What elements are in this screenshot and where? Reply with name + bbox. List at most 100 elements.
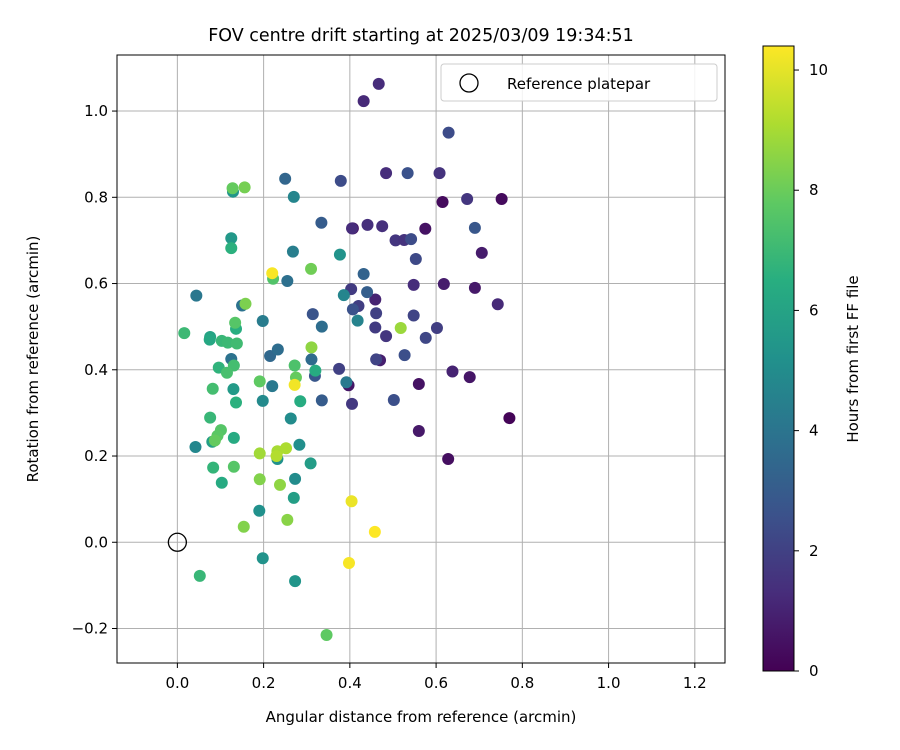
data-point [361, 218, 374, 231]
data-point [394, 321, 407, 334]
data-point [376, 220, 389, 233]
data-point [230, 337, 243, 350]
data-point [401, 167, 414, 180]
data-point [287, 190, 300, 203]
colorbar-tick-label: 8 [809, 181, 819, 199]
data-point [419, 222, 432, 235]
data-point [345, 495, 358, 508]
y-tick-label: 0.0 [84, 533, 108, 551]
data-point [409, 252, 422, 265]
data-point [304, 457, 317, 470]
data-point [270, 450, 283, 463]
data-point [387, 393, 400, 406]
y-tick-label: −0.2 [72, 620, 108, 638]
data-point [368, 525, 381, 538]
data-point [253, 473, 266, 486]
data-point [253, 375, 266, 388]
data-point [286, 245, 299, 258]
data-point [239, 297, 252, 310]
legend-label: Reference platepar [507, 75, 651, 93]
data-point [227, 431, 240, 444]
data-point [380, 167, 393, 180]
data-point [306, 308, 319, 321]
y-tick-label: 0.2 [84, 447, 108, 465]
data-point [412, 425, 425, 438]
data-point [253, 504, 266, 517]
data-point [279, 172, 292, 185]
y-tick-label: 0.8 [84, 188, 108, 206]
data-point [372, 77, 385, 90]
data-point [229, 316, 242, 329]
colorbar-gradient [762, 45, 795, 672]
data-point [253, 447, 266, 460]
data-point [237, 520, 250, 533]
data-point [287, 491, 300, 504]
data-point [346, 303, 359, 316]
data-point [369, 293, 382, 306]
data-point [309, 364, 322, 377]
colorbar-tick-label: 6 [809, 301, 819, 319]
colorbar-label: Hours from first FF file [844, 275, 862, 442]
data-point [280, 442, 293, 455]
data-point [333, 248, 346, 261]
x-axis-ticks: 0.0 0.2 0.4 0.6 0.8 1.0 1.2 [165, 663, 707, 692]
data-point [461, 193, 474, 206]
x-tick-label: 0.0 [165, 674, 189, 692]
x-tick-label: 0.4 [338, 674, 362, 692]
data-point [380, 330, 393, 343]
data-point [405, 233, 418, 246]
data-point [266, 380, 279, 393]
colorbar-ticks: 0 2 4 6 8 10 [794, 61, 828, 680]
data-point [463, 371, 476, 384]
data-point [227, 460, 240, 473]
data-point [446, 365, 459, 378]
data-point [342, 556, 355, 569]
data-point [256, 552, 269, 565]
y-tick-label: 0.4 [84, 361, 108, 379]
grid-lines [117, 55, 725, 663]
data-point [475, 246, 488, 259]
data-point [346, 397, 359, 410]
colorbar-tick-label: 2 [809, 542, 819, 560]
data-point [193, 569, 206, 582]
data-point [215, 476, 228, 489]
data-point [357, 268, 370, 281]
data-point [204, 411, 217, 424]
data-point [273, 478, 286, 491]
data-point [320, 628, 333, 641]
data-point [351, 314, 364, 327]
colorbar-tick-label: 10 [809, 61, 828, 79]
data-point [221, 336, 234, 349]
colorbar-tick-label: 4 [809, 422, 819, 440]
x-axis-label: Angular distance from reference (arcmin) [266, 708, 577, 726]
x-tick-label: 1.2 [683, 674, 707, 692]
data-point [225, 242, 238, 255]
data-point [227, 383, 240, 396]
x-tick-label: 1.0 [597, 674, 621, 692]
data-point [412, 378, 425, 391]
data-point [315, 320, 328, 333]
data-point [226, 182, 239, 195]
data-point [305, 262, 318, 275]
data-point [361, 286, 374, 299]
data-point [334, 174, 347, 187]
data-point [315, 216, 328, 229]
data-point [190, 289, 203, 302]
data-point [206, 382, 219, 395]
data-point [281, 274, 294, 287]
y-tick-label: 0.6 [84, 275, 108, 293]
data-point [288, 359, 301, 372]
colorbar: 0 2 4 6 8 10 Hours from first FF file [762, 45, 862, 680]
data-point [225, 232, 238, 245]
data-point [407, 309, 420, 322]
data-point [340, 376, 353, 389]
data-point [437, 277, 450, 290]
y-axis-ticks: −0.2 0.0 0.2 0.4 0.6 0.8 1.0 [72, 102, 117, 638]
legend-marker-icon [459, 73, 479, 93]
data-point [442, 453, 455, 466]
y-axis-label: Rotation from reference (arcmin) [24, 236, 42, 483]
data-point [419, 331, 432, 344]
plot-frame [116, 54, 726, 664]
data-point [389, 234, 402, 247]
data-point [495, 193, 508, 206]
